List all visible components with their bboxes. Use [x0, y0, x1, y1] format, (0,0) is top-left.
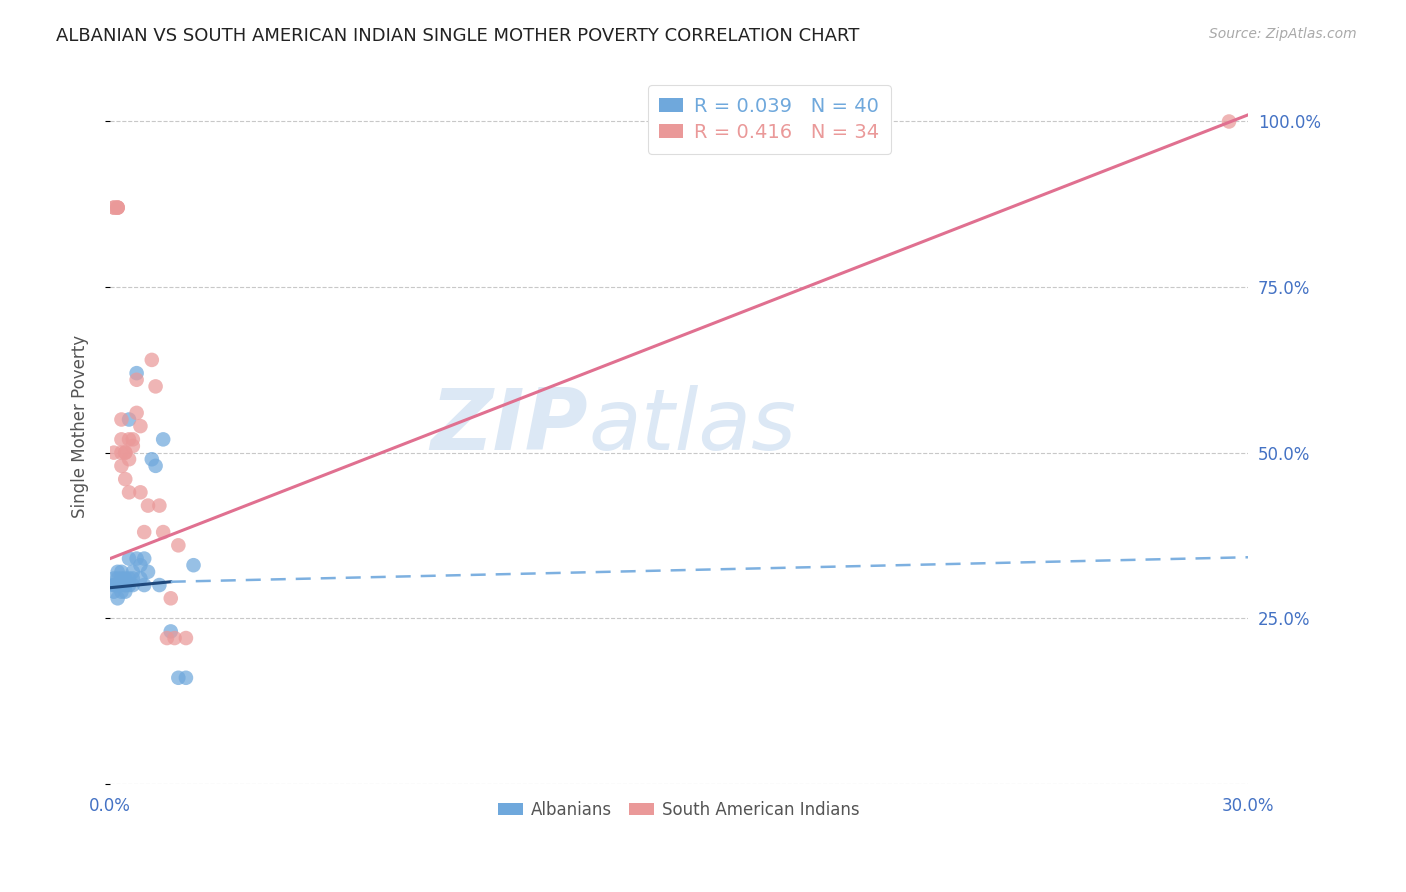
Point [107, 201, 129, 215]
Point [110, 578, 132, 592]
Point [114, 584, 136, 599]
Point [159, 624, 181, 639]
Point [107, 565, 129, 579]
Point [121, 439, 143, 453]
Text: Source: ZipAtlas.com: Source: ZipAtlas.com [1209, 27, 1357, 41]
Point [103, 445, 125, 459]
Point [125, 406, 148, 420]
Point [134, 578, 156, 592]
Point [110, 445, 132, 459]
Point [145, 458, 167, 473]
Point [110, 571, 132, 585]
Point [103, 201, 125, 215]
Point [107, 201, 129, 215]
Point [103, 571, 125, 585]
Point [114, 445, 136, 459]
Point [107, 571, 129, 585]
Point [148, 578, 170, 592]
Point [121, 571, 143, 585]
Point [152, 433, 174, 447]
Point [107, 578, 129, 592]
Point [107, 591, 129, 606]
Point [110, 565, 132, 579]
Y-axis label: Single Mother Poverty: Single Mother Poverty [72, 334, 89, 517]
Point [118, 571, 141, 585]
Point [110, 433, 132, 447]
Point [114, 445, 136, 459]
Point [118, 433, 141, 447]
Point [167, 671, 190, 685]
Point [107, 201, 129, 215]
Point [134, 525, 156, 540]
Point [145, 379, 167, 393]
Point [129, 558, 152, 573]
Point [103, 578, 125, 592]
Point [114, 578, 136, 592]
Point [125, 373, 148, 387]
Point [110, 578, 132, 592]
Point [118, 452, 141, 467]
Point [136, 499, 159, 513]
Point [118, 551, 141, 566]
Point [125, 551, 148, 566]
Point [125, 366, 148, 380]
Point [103, 201, 125, 215]
Point [134, 551, 156, 566]
Point [174, 671, 197, 685]
Point [110, 412, 132, 426]
Point [159, 591, 181, 606]
Point [1218, 114, 1240, 128]
Point [103, 578, 125, 592]
Legend: Albanians, South American Indians: Albanians, South American Indians [491, 794, 866, 825]
Point [107, 578, 129, 592]
Point [114, 472, 136, 486]
Point [152, 525, 174, 540]
Point [118, 485, 141, 500]
Point [141, 352, 163, 367]
Point [148, 499, 170, 513]
Point [174, 631, 197, 645]
Point [110, 584, 132, 599]
Text: ALBANIAN VS SOUTH AMERICAN INDIAN SINGLE MOTHER POVERTY CORRELATION CHART: ALBANIAN VS SOUTH AMERICAN INDIAN SINGLE… [56, 27, 859, 45]
Point [121, 433, 143, 447]
Point [141, 452, 163, 467]
Point [156, 631, 179, 645]
Point [118, 578, 141, 592]
Point [183, 558, 205, 573]
Point [121, 565, 143, 579]
Text: atlas: atlas [588, 384, 796, 467]
Point [121, 578, 143, 592]
Point [103, 584, 125, 599]
Point [129, 485, 152, 500]
Text: ZIP: ZIP [430, 384, 588, 467]
Point [129, 571, 152, 585]
Point [167, 538, 190, 552]
Point [136, 565, 159, 579]
Point [110, 458, 132, 473]
Point [163, 631, 186, 645]
Point [114, 571, 136, 585]
Point [114, 578, 136, 592]
Point [118, 412, 141, 426]
Point [129, 419, 152, 434]
